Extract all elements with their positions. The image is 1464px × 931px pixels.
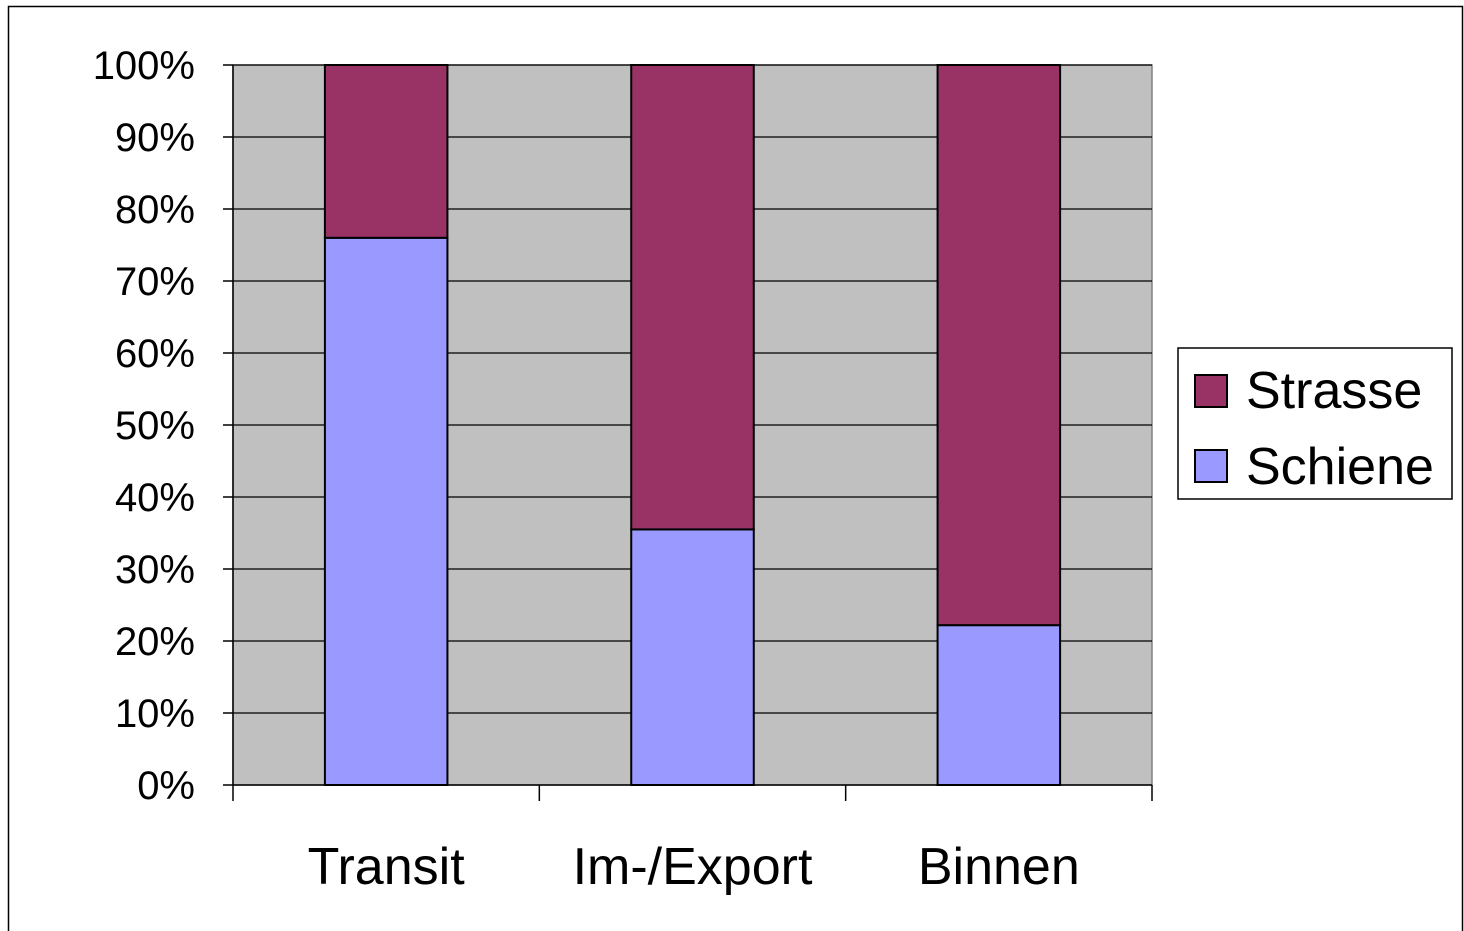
y-tick-label: 40% (115, 476, 195, 520)
legend-label-strasse: Strasse (1246, 362, 1422, 420)
bar-schiene-2 (936, 624, 1062, 786)
bar-schiene-0 (323, 236, 449, 787)
x-axis-category-labels: Transit Im-/Export Binnen (308, 838, 1080, 896)
y-tick-label: 50% (115, 404, 195, 448)
y-tick-label: 80% (115, 188, 195, 232)
x-category-label: Binnen (918, 838, 1080, 896)
bar-strasse-0 (323, 64, 449, 239)
bar-schiene-1 (630, 528, 755, 787)
y-tick-label: 70% (115, 260, 195, 304)
bar-strasse-1 (630, 64, 755, 531)
bar-strasse-2 (936, 64, 1062, 627)
x-category-label: Im-/Export (573, 838, 813, 896)
legend: Strasse Schiene (1177, 347, 1453, 500)
axes (223, 64, 1153, 801)
bars (323, 64, 1062, 787)
y-tick-label: 60% (115, 332, 195, 376)
y-tick-label: 20% (115, 620, 195, 664)
y-tick-label: 10% (115, 692, 195, 736)
y-tick-label: 30% (115, 548, 195, 592)
legend-swatch-schiene (1194, 449, 1228, 483)
y-axis-tick-labels: 0% 10% 20% 30% 40% 50% 60% 70% 80% 90% 100% (93, 44, 195, 808)
y-tick-label: 0% (137, 764, 195, 808)
legend-label-schiene: Schiene (1246, 438, 1434, 496)
x-category-label: Transit (308, 838, 466, 896)
y-tick-label: 90% (115, 116, 195, 160)
legend-swatch-strasse (1194, 374, 1228, 408)
y-tick-label: 100% (93, 44, 195, 88)
